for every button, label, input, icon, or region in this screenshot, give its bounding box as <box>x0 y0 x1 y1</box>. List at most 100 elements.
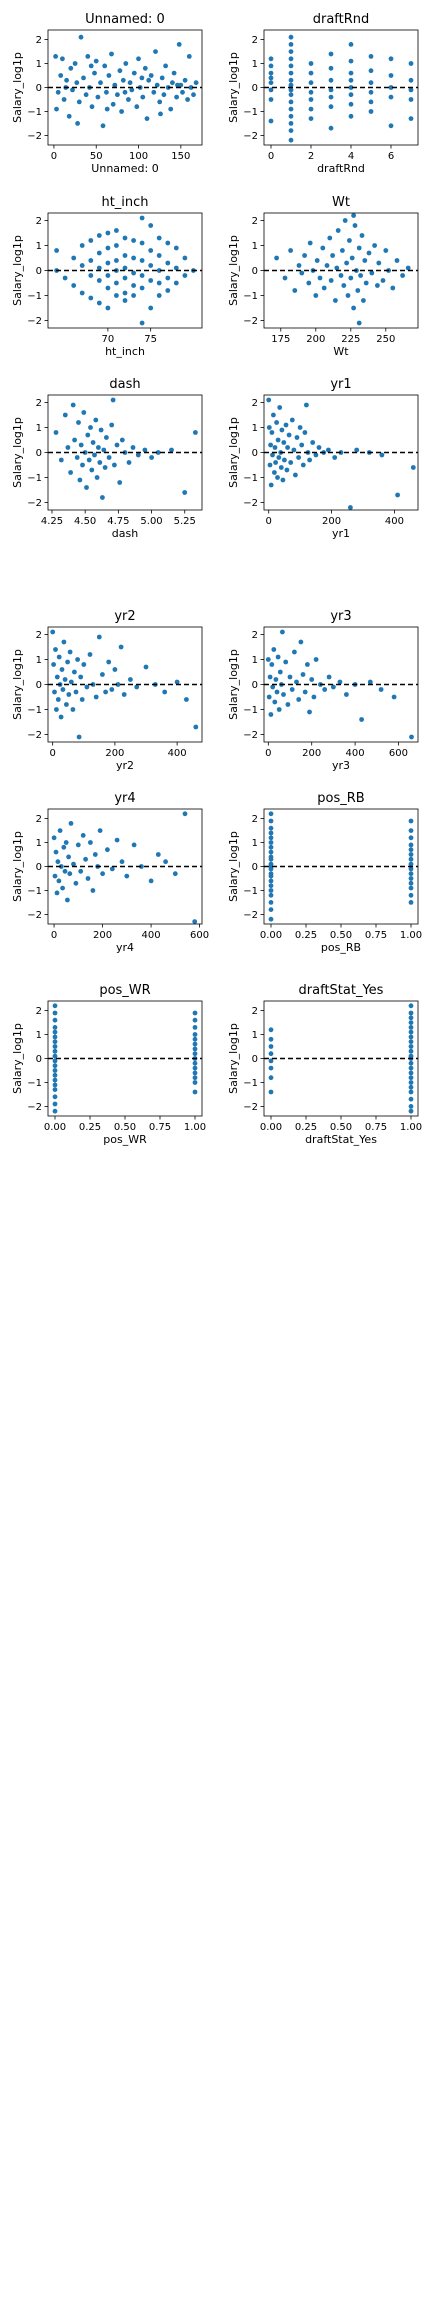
data-points <box>266 397 416 510</box>
data-point <box>53 54 58 59</box>
data-point <box>268 70 274 76</box>
data-point <box>51 835 57 841</box>
data-point <box>114 442 120 448</box>
data-point <box>121 692 127 697</box>
data-point <box>288 460 294 465</box>
data-point <box>62 412 68 418</box>
data-point <box>409 734 414 740</box>
data-point <box>280 477 286 483</box>
data-point <box>359 717 364 722</box>
data-point <box>52 1025 58 1030</box>
y-axis-label: Salary_log1p <box>227 235 240 306</box>
data-point <box>63 840 69 845</box>
data-point <box>348 70 354 76</box>
data-point <box>88 63 94 69</box>
data-point <box>276 707 282 712</box>
data-point <box>277 669 283 675</box>
data-point <box>122 275 128 281</box>
data-point <box>72 669 77 675</box>
y-tick-label: −1 <box>243 886 258 897</box>
y-tick-label: 0 <box>36 862 42 873</box>
x-axis-label: draftRnd <box>317 162 365 175</box>
y-tick-label: −1 <box>243 473 258 484</box>
data-point <box>288 137 294 143</box>
data-point <box>139 75 145 81</box>
data-point <box>368 89 374 95</box>
data-point <box>292 288 298 293</box>
data-point <box>299 270 305 276</box>
data-point <box>314 258 320 263</box>
data-point <box>148 263 154 268</box>
data-point <box>288 77 294 83</box>
data-point <box>174 679 180 685</box>
data-point <box>96 634 102 640</box>
data-point <box>408 1065 414 1071</box>
data-point <box>112 667 118 672</box>
data-point <box>288 92 294 98</box>
data-points <box>54 215 196 326</box>
data-point <box>93 417 99 423</box>
data-point <box>73 880 79 886</box>
data-point <box>268 56 274 62</box>
data-point <box>73 689 79 695</box>
data-point <box>105 847 110 853</box>
data-point <box>135 452 141 458</box>
data-point <box>172 871 178 877</box>
data-point <box>109 687 115 692</box>
data-point <box>60 56 65 62</box>
data-point <box>88 295 94 301</box>
data-point <box>408 866 414 872</box>
data-point <box>288 128 294 134</box>
data-point <box>340 248 345 253</box>
y-tick-label: 0 <box>252 83 258 94</box>
data-point <box>268 835 274 841</box>
data-point <box>408 1104 414 1109</box>
data-point <box>165 275 171 281</box>
data-point <box>322 687 328 692</box>
data-point <box>267 462 273 468</box>
data-point <box>148 73 154 78</box>
data-point <box>306 280 312 286</box>
data-point <box>362 258 368 263</box>
data-point <box>62 275 68 281</box>
data-point <box>268 80 274 86</box>
x-tick-label: 1.00 <box>184 1122 206 1133</box>
data-point <box>83 856 88 862</box>
data-point <box>344 260 349 266</box>
data-point <box>268 878 274 884</box>
data-point <box>328 94 334 100</box>
data-point <box>79 243 85 248</box>
data-point <box>192 1017 198 1023</box>
data-point <box>68 65 74 71</box>
data-point <box>408 828 414 833</box>
data-point <box>349 255 355 261</box>
x-tick-label: 0.50 <box>330 930 352 941</box>
y-tick-label: 0 <box>252 266 258 277</box>
data-point <box>335 228 341 233</box>
data-point <box>192 1075 198 1081</box>
data-point <box>58 73 64 78</box>
data-point <box>106 659 112 665</box>
data-point <box>266 397 272 403</box>
data-point <box>308 61 314 66</box>
data-point <box>302 689 308 695</box>
x-tick-label: 0.00 <box>260 930 282 941</box>
data-point <box>288 34 294 40</box>
data-point <box>52 1003 58 1009</box>
data-point <box>62 868 68 874</box>
y-tick-label: 2 <box>36 630 42 641</box>
data-point <box>64 77 69 83</box>
data-point <box>408 1039 414 1045</box>
data-point <box>180 89 185 95</box>
data-point <box>96 300 102 306</box>
data-point <box>109 51 114 57</box>
x-axis-label: Wt <box>333 345 349 358</box>
data-point <box>408 61 414 66</box>
data-point <box>80 462 85 468</box>
data-point <box>285 445 290 450</box>
data-point <box>307 457 312 463</box>
data-point <box>288 106 294 112</box>
y-tick-label: 1 <box>252 241 258 252</box>
data-point <box>288 42 294 47</box>
